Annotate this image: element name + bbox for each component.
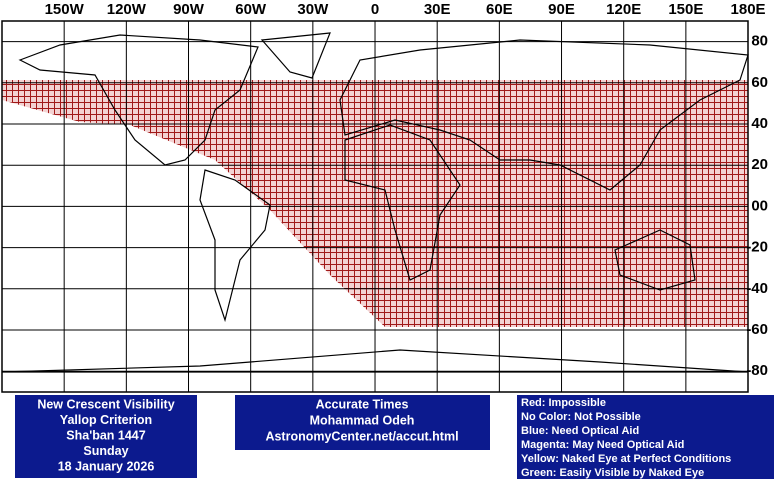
legend-line: Red: Impossible	[521, 397, 606, 409]
longitude-label: 120W	[107, 1, 147, 18]
longitude-label: 60E	[486, 1, 513, 18]
info-center: Accurate Times Mohammad Odeh AstronomyCent…	[235, 395, 490, 450]
longitude-label: 30W	[297, 1, 329, 18]
latitude-label: 60	[751, 74, 768, 91]
latitude-label: -20	[746, 239, 768, 256]
longitude-label: 150E	[668, 1, 703, 18]
longitude-label: 120E	[606, 1, 641, 18]
latitude-label: 20	[751, 156, 768, 173]
longitude-label: 180E	[731, 1, 766, 18]
longitude-label: 150W	[45, 1, 85, 18]
latitude-label: -40	[746, 280, 768, 297]
info-line: New Crescent Visibility	[37, 397, 174, 411]
legend-line: No Color: Not Possible	[521, 411, 641, 423]
latitude-label: 40	[751, 115, 768, 132]
info-line: AstronomyCenter.net/accut.html	[265, 429, 458, 443]
info-line: 18 January 2026	[58, 459, 155, 473]
info-line: Accurate Times	[316, 397, 409, 411]
longitude-label: 0	[371, 1, 379, 18]
info-line: Sunday	[83, 444, 128, 458]
latitude-label: -60	[746, 321, 768, 338]
legend-line: Magenta: May Need Optical Aid	[521, 439, 684, 451]
info-legend: Red: Impossible No Color: Not Possible Blu…	[517, 395, 774, 479]
map-frame	[1, 20, 749, 393]
latitude-label: 00	[751, 197, 768, 214]
longitude-label: 60W	[235, 1, 267, 18]
latitude-label: -80	[746, 362, 768, 379]
legend-line: Blue: Need Optical Aid	[521, 425, 639, 437]
graticule	[2, 21, 748, 392]
info-line: Yallop Criterion	[60, 413, 152, 427]
longitude-label: 90W	[173, 1, 205, 18]
longitude-label: 90E	[548, 1, 575, 18]
longitude-label: 30E	[424, 1, 451, 18]
legend-line: Green: Easily Visible by Naked Eye	[521, 467, 704, 479]
info-line: Sha'ban 1447	[66, 428, 145, 442]
legend-line: Yellow: Naked Eye at Perfect Conditions	[521, 453, 731, 465]
latitude-label: 80	[751, 33, 768, 50]
info-line: Mohammad Odeh	[310, 413, 415, 427]
